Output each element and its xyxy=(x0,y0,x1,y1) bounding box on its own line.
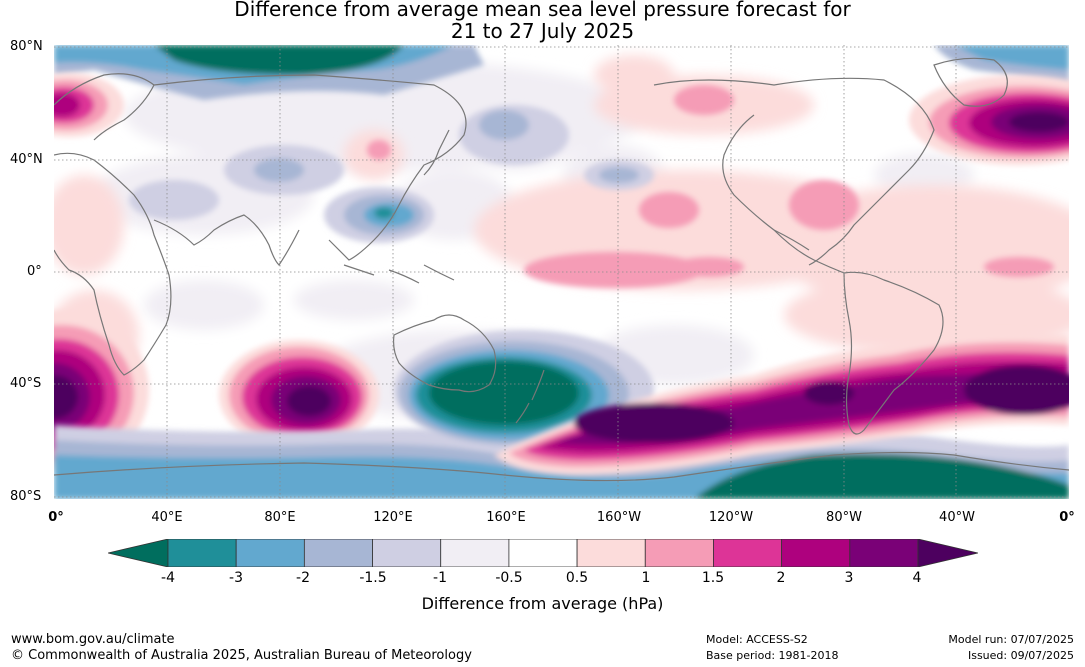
colorbar-tick: -1.5 xyxy=(359,570,387,586)
colorbar-tick: 2 xyxy=(776,570,786,586)
lon-label-120w: 120°W xyxy=(708,510,754,525)
colorbar-tick: -2 xyxy=(296,570,310,586)
south-pacific-high xyxy=(494,331,1069,475)
colorbar-bin xyxy=(440,538,510,568)
website-text: www.bom.gov.au/climate xyxy=(11,632,175,647)
colorbar-tick: 1.5 xyxy=(701,570,725,586)
colorbar-bin xyxy=(303,538,373,568)
chart-title: Difference from average mean sea level p… xyxy=(0,0,1085,42)
lon-label-0-left: 0° xyxy=(48,510,64,525)
coastlines xyxy=(54,57,1069,482)
lat-label-80n: 80°N xyxy=(10,39,43,54)
east-asia-low xyxy=(324,187,434,243)
tasman-low xyxy=(394,330,654,450)
colorbar-bin xyxy=(849,538,919,568)
lat-label-equator: 0° xyxy=(27,264,42,279)
moderate-positive-anomaly-patches xyxy=(367,85,1054,288)
copyright-text: © Commonwealth of Australia 2025, Austra… xyxy=(11,648,472,663)
colorbar-bin xyxy=(781,538,851,568)
lat-label-40s: 40°S xyxy=(10,376,42,391)
title-line-1: Difference from average mean sea level p… xyxy=(234,0,851,21)
map-svg xyxy=(54,45,1069,499)
indian-ocean-high xyxy=(219,340,379,450)
lon-label-40e: 40°E xyxy=(151,510,183,525)
lon-label-160w: 160°W xyxy=(596,510,642,525)
lon-label-80w: 80°W xyxy=(826,510,862,525)
lon-label-0-right: 0° xyxy=(1059,510,1075,525)
colorbar-tick: -3 xyxy=(229,570,243,586)
colorbar-bin xyxy=(713,538,783,568)
colorbar-svg xyxy=(107,538,979,568)
model-run-text: Model run: 07/07/2025 xyxy=(948,633,1074,646)
colorbar-extend-min xyxy=(107,538,169,568)
colorbar-tick: -4 xyxy=(161,570,175,586)
map-gridlines xyxy=(54,45,1069,499)
northern-negative-anomaly xyxy=(54,45,1069,220)
lon-label-120e: 120°E xyxy=(373,510,413,525)
base-period-text: Base period: 1981-2018 xyxy=(706,649,839,662)
colorbar-bin xyxy=(235,538,305,568)
colorbar-bin xyxy=(576,538,646,568)
colorbar-tick: -1 xyxy=(433,570,447,586)
pressure-anomaly-map xyxy=(54,45,1069,499)
model-text: Model: ACCESS-S2 xyxy=(706,633,808,646)
issued-text: Issued: 09/07/2025 xyxy=(967,649,1074,662)
colorbar-bin xyxy=(167,538,237,568)
lon-label-40w: 40°W xyxy=(939,510,975,525)
colorbar-tick: 0.5 xyxy=(565,570,589,586)
colorbar-bin xyxy=(644,538,714,568)
colorbar xyxy=(107,538,979,568)
colorbar-label: Difference from average (hPa) xyxy=(421,594,664,613)
north-atlantic-high xyxy=(909,75,1069,165)
colorbar-bin xyxy=(372,538,442,568)
colorbar-tick: 4 xyxy=(912,570,922,586)
lat-label-80s: 80°S xyxy=(10,489,42,504)
colorbar-tick: 3 xyxy=(844,570,854,586)
colorbar-bin xyxy=(508,538,578,568)
colorbar-tick: 1 xyxy=(641,570,651,586)
title-line-2: 21 to 27 July 2025 xyxy=(450,19,635,43)
lon-label-160e: 160°E xyxy=(486,510,526,525)
colorbar-bins xyxy=(167,538,919,568)
colorbar-extend-max xyxy=(917,538,979,568)
colorbar-tick: -0.5 xyxy=(495,570,523,586)
lon-label-80e: 80°E xyxy=(264,510,296,525)
lat-label-40n: 40°N xyxy=(10,152,43,167)
